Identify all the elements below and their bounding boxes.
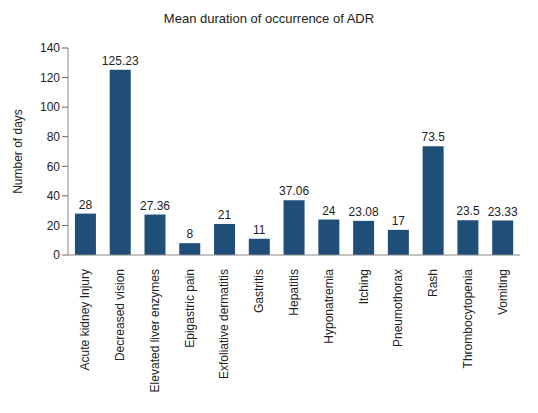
svg-text:Epigastric pain: Epigastric pain — [183, 269, 197, 348]
svg-text:24: 24 — [322, 204, 336, 218]
svg-text:80: 80 — [47, 130, 61, 144]
svg-text:Exfoliative dermatitis: Exfoliative dermatitis — [217, 269, 231, 379]
svg-text:Rash: Rash — [426, 269, 440, 297]
svg-text:21: 21 — [218, 208, 232, 222]
svg-text:11: 11 — [253, 223, 266, 237]
svg-text:Elevated liver enzymes: Elevated liver enzymes — [148, 269, 162, 392]
svg-text:23.33: 23.33 — [488, 205, 518, 219]
svg-text:140: 140 — [40, 41, 60, 55]
svg-text:60: 60 — [47, 160, 61, 174]
svg-text:Acute kidney Injury: Acute kidney Injury — [78, 269, 92, 370]
svg-text:37.06: 37.06 — [279, 184, 309, 198]
svg-text:Hepatitis: Hepatitis — [287, 269, 301, 316]
svg-text:Itching: Itching — [357, 269, 371, 304]
svg-text:8: 8 — [186, 227, 193, 241]
svg-text:23.5: 23.5 — [456, 204, 480, 218]
svg-text:40: 40 — [47, 189, 61, 203]
svg-text:120: 120 — [40, 71, 60, 85]
html-text:Mean duration of occurrence of: Mean duration of occurrence of ADR — [163, 11, 375, 26]
svg-text:Gastritis: Gastritis — [252, 269, 266, 313]
svg-text:Vomiting: Vomiting — [496, 269, 510, 315]
svg-text:125.23: 125.23 — [102, 54, 139, 68]
svg-text:0: 0 — [53, 248, 60, 262]
svg-text:27.36: 27.36 — [140, 199, 170, 213]
svg-text:Thrombocytopenia: Thrombocytopenia — [461, 269, 475, 369]
svg-text:20: 20 — [47, 219, 61, 233]
svg-text:17: 17 — [392, 214, 406, 228]
svg-text:Decreased vision: Decreased vision — [113, 269, 127, 361]
svg-text:100: 100 — [40, 100, 60, 114]
svg-text:23.08: 23.08 — [349, 205, 379, 219]
svg-text:Pneumothorax: Pneumothorax — [391, 269, 405, 347]
svg-text:Number of days: Number of days — [11, 109, 25, 194]
svg-text:73.5: 73.5 — [421, 130, 445, 144]
svg-text:Hyponatremia: Hyponatremia — [322, 269, 336, 344]
svg-text:28: 28 — [79, 198, 93, 212]
